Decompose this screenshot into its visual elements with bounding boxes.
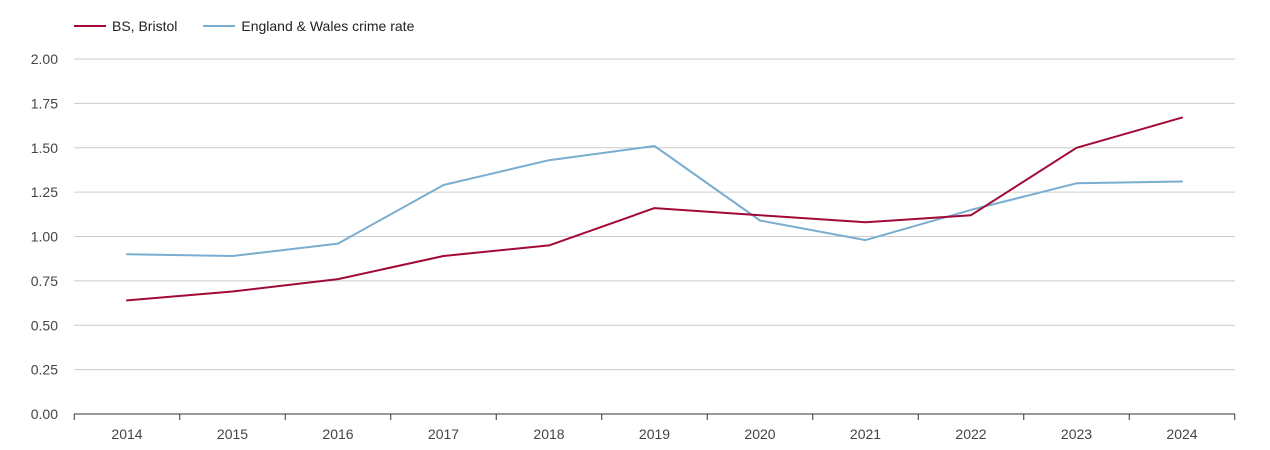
chart-legend: BS, Bristol England & Wales crime rate bbox=[74, 17, 440, 35]
x-tick-label: 2018 bbox=[533, 426, 564, 442]
x-tick-label: 2019 bbox=[639, 426, 670, 442]
x-tick-label: 2022 bbox=[955, 426, 986, 442]
x-tick-label: 2021 bbox=[850, 426, 881, 442]
x-tick-label: 2020 bbox=[744, 426, 775, 442]
y-tick-label: 1.25 bbox=[31, 184, 58, 200]
y-tick-label: 1.50 bbox=[31, 140, 58, 156]
legend-item-bristol[interactable]: BS, Bristol bbox=[74, 18, 177, 34]
x-tick-label: 2014 bbox=[111, 426, 142, 442]
x-tick-label: 2017 bbox=[428, 426, 459, 442]
y-tick-label: 1.00 bbox=[31, 229, 58, 245]
legend-item-england-wales[interactable]: England & Wales crime rate bbox=[203, 18, 414, 34]
x-tick-label: 2015 bbox=[217, 426, 248, 442]
x-tick-label: 2016 bbox=[322, 426, 353, 442]
series-line-england-wales[interactable] bbox=[126, 145, 1183, 257]
x-tick-label: 2024 bbox=[1166, 426, 1197, 442]
y-tick-label: 2.00 bbox=[31, 51, 58, 67]
y-tick-label: 0.00 bbox=[31, 406, 58, 422]
legend-swatch-england-wales bbox=[203, 25, 236, 27]
y-tick-label: 0.75 bbox=[31, 273, 58, 289]
y-tick-label: 1.75 bbox=[31, 95, 58, 111]
y-tick-label: 0.50 bbox=[31, 317, 58, 333]
x-tick-label: 2023 bbox=[1061, 426, 1092, 442]
y-tick-label: 0.25 bbox=[31, 362, 58, 378]
legend-label-england-wales: England & Wales crime rate bbox=[241, 18, 415, 34]
legend-swatch-bristol bbox=[74, 25, 106, 27]
legend-label-bristol: BS, Bristol bbox=[112, 18, 178, 34]
